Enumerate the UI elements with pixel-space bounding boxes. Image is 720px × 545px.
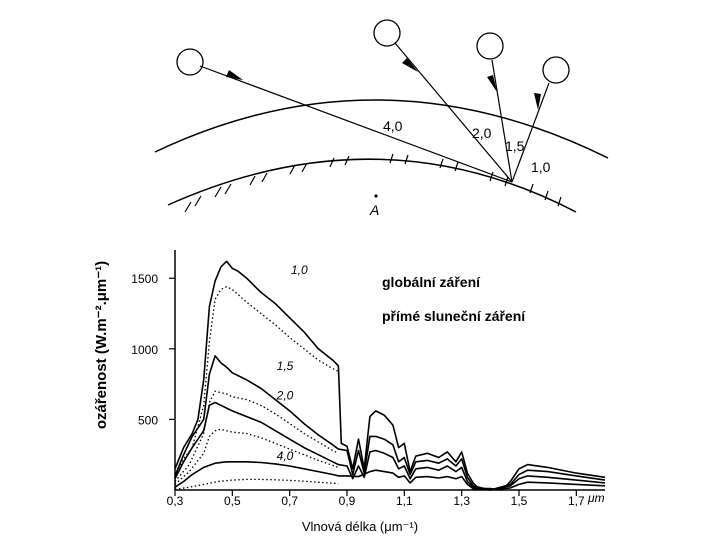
- legend-global: globální záření: [382, 274, 481, 290]
- direct-radiation-curve: [174, 478, 339, 490]
- x-axis-label: Vlnová délka (μm⁻¹): [302, 519, 418, 534]
- air-mass-label: 1,0: [531, 159, 551, 175]
- x-tick-label: 0,5: [224, 494, 241, 508]
- x-tick-label: 1,7: [568, 494, 585, 508]
- air-mass-label: 2,0: [472, 125, 492, 141]
- sun-rays: [199, 42, 550, 183]
- atmosphere-top-arc: [154, 99, 609, 159]
- air-mass-curve-label: 2,0: [276, 388, 294, 402]
- y-tick-label: 1000: [131, 343, 158, 357]
- x-tick-label: 1,3: [453, 494, 470, 508]
- observer-label: A: [369, 202, 379, 218]
- global-radiation-curve: [174, 401, 606, 491]
- observer-dot: [374, 194, 378, 198]
- air-mass-label: 1,5: [505, 138, 525, 154]
- global-radiation-curve: [174, 355, 606, 491]
- spectrum-chart: ozářenost (W.m⁻².μm⁻¹) 500 1000 1500 0,3 0,…: [93, 250, 606, 534]
- x-tick-label: 0,9: [339, 494, 356, 508]
- x-tick-label: 1,5: [511, 494, 528, 508]
- x-tick-label: 0,7: [281, 494, 298, 508]
- earth-surface-arc: [167, 158, 577, 213]
- sun-icon: [373, 19, 401, 47]
- atmosphere-diagram: 4,0 2,0 1,5 1,0 A: [154, 19, 609, 218]
- direct-radiation-curve: [174, 428, 339, 485]
- arrow-icon: [226, 58, 541, 110]
- air-mass-curve-label: 1,0: [291, 263, 308, 277]
- sun-icon: [542, 56, 570, 84]
- x-tick-label: 1,1: [396, 494, 413, 508]
- y-tick-label: 1500: [131, 272, 158, 286]
- sun-icon: [476, 32, 504, 60]
- sun-icon: [176, 48, 204, 76]
- air-mass-label: 4,0: [383, 118, 403, 134]
- x-tick-label: 0,3: [167, 494, 184, 508]
- y-tick-label: 500: [138, 413, 158, 427]
- y-axis-label: ozářenost (W.m⁻².μm⁻¹): [93, 261, 110, 429]
- legend-direct: přímé sluneční záření: [382, 308, 526, 324]
- earth-hatching: [184, 153, 562, 213]
- air-mass-curve-label: 1,5: [277, 359, 294, 373]
- air-mass-curve-label: 4,0: [277, 449, 294, 463]
- x-unit: μm: [587, 491, 605, 505]
- global-radiation-curve: [174, 460, 606, 491]
- direct-radiation-curve: [174, 286, 339, 477]
